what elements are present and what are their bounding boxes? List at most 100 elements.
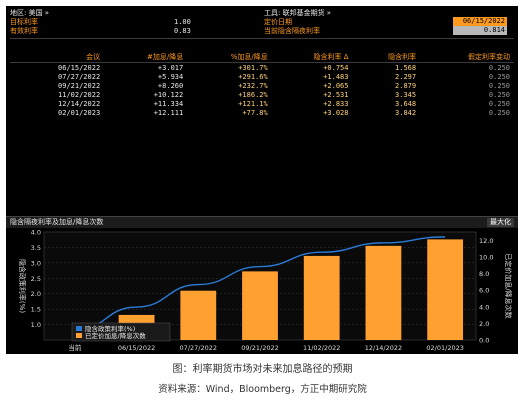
legend-line-swatch xyxy=(76,326,82,331)
x-tick-label: 09/21/2022 xyxy=(241,344,278,352)
figure-source: 资料来源：Wind，Bloomberg，方正中期研究院 xyxy=(158,384,367,395)
left-tick-label: 3.5 xyxy=(31,244,41,252)
implied-delta: +2.531 xyxy=(323,90,349,99)
right-tick-label: 8.0 xyxy=(479,270,489,278)
assumed-move: 0.250 xyxy=(488,81,510,90)
meeting-date: 11/02/2022 xyxy=(58,90,101,99)
figure-caption: 图：利率期货市场对未来加息路径的预期 xyxy=(172,364,353,375)
implied-rate: 2.297 xyxy=(395,72,417,81)
hikes-count: +8.260 xyxy=(157,81,184,90)
implied-rate: 2.879 xyxy=(395,81,417,90)
table-row[interactable]: 11/02/2022 +10.122 +186.2% +2.531 3.345 … xyxy=(10,90,514,99)
table-row[interactable]: 02/01/2023 +12.111 +77.8% +3.028 3.842 0… xyxy=(10,108,514,117)
meeting-rates-table: 会议 #加息/降息 %加息/降息 隐含利率 Δ 隐含利率 假定利率变动 06/1… xyxy=(10,52,514,117)
hikes-pct: +301.7% xyxy=(238,63,268,72)
assumed-move: 0.250 xyxy=(488,108,510,117)
implied-rate: 1.568 xyxy=(395,63,417,72)
implied-rate: 3.648 xyxy=(395,99,417,108)
pricing-date-input[interactable]: 06/15/2022 xyxy=(453,17,507,26)
hikes-pct: +121.1% xyxy=(238,99,268,108)
hikes-count: +5.934 xyxy=(157,72,184,81)
implied-delta: +3.028 xyxy=(323,108,349,117)
maximize-button[interactable]: 最大化 xyxy=(487,218,514,227)
hikes-count: +12.111 xyxy=(153,108,184,117)
implied-delta: +2.833 xyxy=(323,99,349,108)
left-tick-label: 3.0 xyxy=(31,259,41,267)
right-tick-label: 2.0 xyxy=(479,320,489,328)
x-tick-label: 当前 xyxy=(68,343,82,352)
effective-rate-label: 有效利率 xyxy=(10,27,38,35)
chart-legend: 隐含政策利率(%) 已定价加息/降息次数 xyxy=(71,322,171,342)
left-tick-label: 4.0 xyxy=(31,229,41,237)
rate-path-chart: 1.0 1.5 2.0 2.5 3.0 3.5 4.0 0.0 2.0 4.0 6.0 8.0 10.… xyxy=(18,229,513,353)
hikes-count: +10.122 xyxy=(153,90,184,99)
table-row[interactable]: 09/21/2022 +8.260 +232.7% +2.065 2.879 0… xyxy=(10,81,514,90)
right-tick-label: 0.0 xyxy=(479,337,489,345)
right-tick-label: 4.0 xyxy=(479,303,489,311)
x-tick-label: 11/02/2022 xyxy=(303,344,340,352)
table-row[interactable]: 07/27/2022 +5.934 +291.6% +1.483 2.297 0… xyxy=(10,72,514,81)
legend-bar-swatch xyxy=(76,333,82,338)
hikes-count: +3.017 xyxy=(157,63,184,72)
instrument-selector[interactable]: 工具: 联邦基金期货 » xyxy=(264,9,332,17)
table-header-row: 会议 #加息/降息 %加息/降息 隐含利率 Δ 隐含利率 假定利率变动 xyxy=(10,52,514,63)
bar xyxy=(427,239,464,340)
assumed-move: 0.250 xyxy=(488,99,510,108)
bloomberg-terminal-window: 地区: 美国 » 目标利率 1.00 有效利率 0.83 工具: 联邦基金期货 … xyxy=(6,6,518,354)
assumed-move: 0.250 xyxy=(488,63,510,72)
bar xyxy=(365,245,402,340)
meeting-date: 12/14/2022 xyxy=(58,99,101,108)
col-hikes-count[interactable]: #加息/降息 xyxy=(104,52,188,63)
hikes-count: +11.334 xyxy=(153,99,184,108)
right-tick-label: 6.0 xyxy=(479,287,489,295)
current-implied-label: 当前隐含隔夜利率 xyxy=(264,27,320,35)
implied-rate: 3.842 xyxy=(395,108,417,117)
legend-bar-label: 已定价加息/降息次数 xyxy=(85,331,146,340)
left-tick-label: 2.0 xyxy=(31,290,41,298)
x-tick-label: 12/14/2022 xyxy=(365,344,402,352)
right-axis-title: 已定价加息/降息次数 xyxy=(504,253,513,318)
x-tick-label: 06/15/2022 xyxy=(118,344,155,352)
x-tick-label: 07/27/2022 xyxy=(180,344,217,352)
left-tick-label: 1.5 xyxy=(31,306,41,314)
region-selector[interactable]: 地区: 美国 » xyxy=(10,9,50,17)
current-implied-value: 0.814 xyxy=(453,26,507,35)
col-implied-rate[interactable]: 隐含利率 xyxy=(352,52,421,63)
hikes-pct: +232.7% xyxy=(238,81,268,90)
x-tick-label: 02/01/2023 xyxy=(426,344,463,352)
bar xyxy=(303,255,340,340)
assumed-move: 0.250 xyxy=(488,72,510,81)
hikes-pct: +77.8% xyxy=(242,108,268,117)
meeting-date: 09/21/2022 xyxy=(58,81,101,90)
right-tick-label: 10.0 xyxy=(479,253,493,261)
hikes-pct: +186.2% xyxy=(238,90,268,99)
implied-delta: +1.483 xyxy=(323,72,349,81)
chart-panel-title: 隐含隔夜利率及加息/降息次数 xyxy=(10,218,104,226)
meeting-date: 02/01/2023 xyxy=(58,108,101,117)
col-hikes-pct[interactable]: %加息/降息 xyxy=(187,52,272,63)
implied-delta: +2.065 xyxy=(323,81,349,90)
bar xyxy=(242,271,278,340)
col-assumed-move[interactable]: 假定利率变动 xyxy=(420,52,514,63)
effective-rate-value: 0.83 xyxy=(174,27,191,35)
header-divider xyxy=(10,38,514,39)
assumed-move: 0.250 xyxy=(488,90,510,99)
meeting-date: 07/27/2022 xyxy=(58,72,101,81)
table-row[interactable]: 12/14/2022 +11.334 +121.1% +2.833 3.648 … xyxy=(10,99,514,108)
table-row[interactable]: 06/15/2022 +3.017 +301.7% +0.754 1.568 0… xyxy=(10,63,514,73)
implied-delta: +0.754 xyxy=(323,63,349,72)
bar xyxy=(180,290,217,340)
implied-rate-line xyxy=(74,236,446,332)
chart-panel-header: 隐含隔夜利率及加息/降息次数 最大化 xyxy=(6,216,518,228)
pricing-date-label: 定价日期 xyxy=(264,18,292,26)
left-tick-label: 1.0 xyxy=(31,321,41,329)
hikes-pct: +291.6% xyxy=(238,72,268,81)
left-axis-title: 隐含政策利率(%) xyxy=(18,259,27,313)
legend-line-label: 隐含政策利率(%) xyxy=(85,324,135,333)
implied-rate: 3.345 xyxy=(395,90,417,99)
target-rate-label: 目标利率 xyxy=(10,18,38,26)
col-meeting[interactable]: 会议 xyxy=(10,52,105,63)
meeting-date: 06/15/2022 xyxy=(58,63,101,72)
right-tick-label: 12.0 xyxy=(479,237,493,245)
col-implied-delta[interactable]: 隐含利率 Δ xyxy=(271,52,353,63)
